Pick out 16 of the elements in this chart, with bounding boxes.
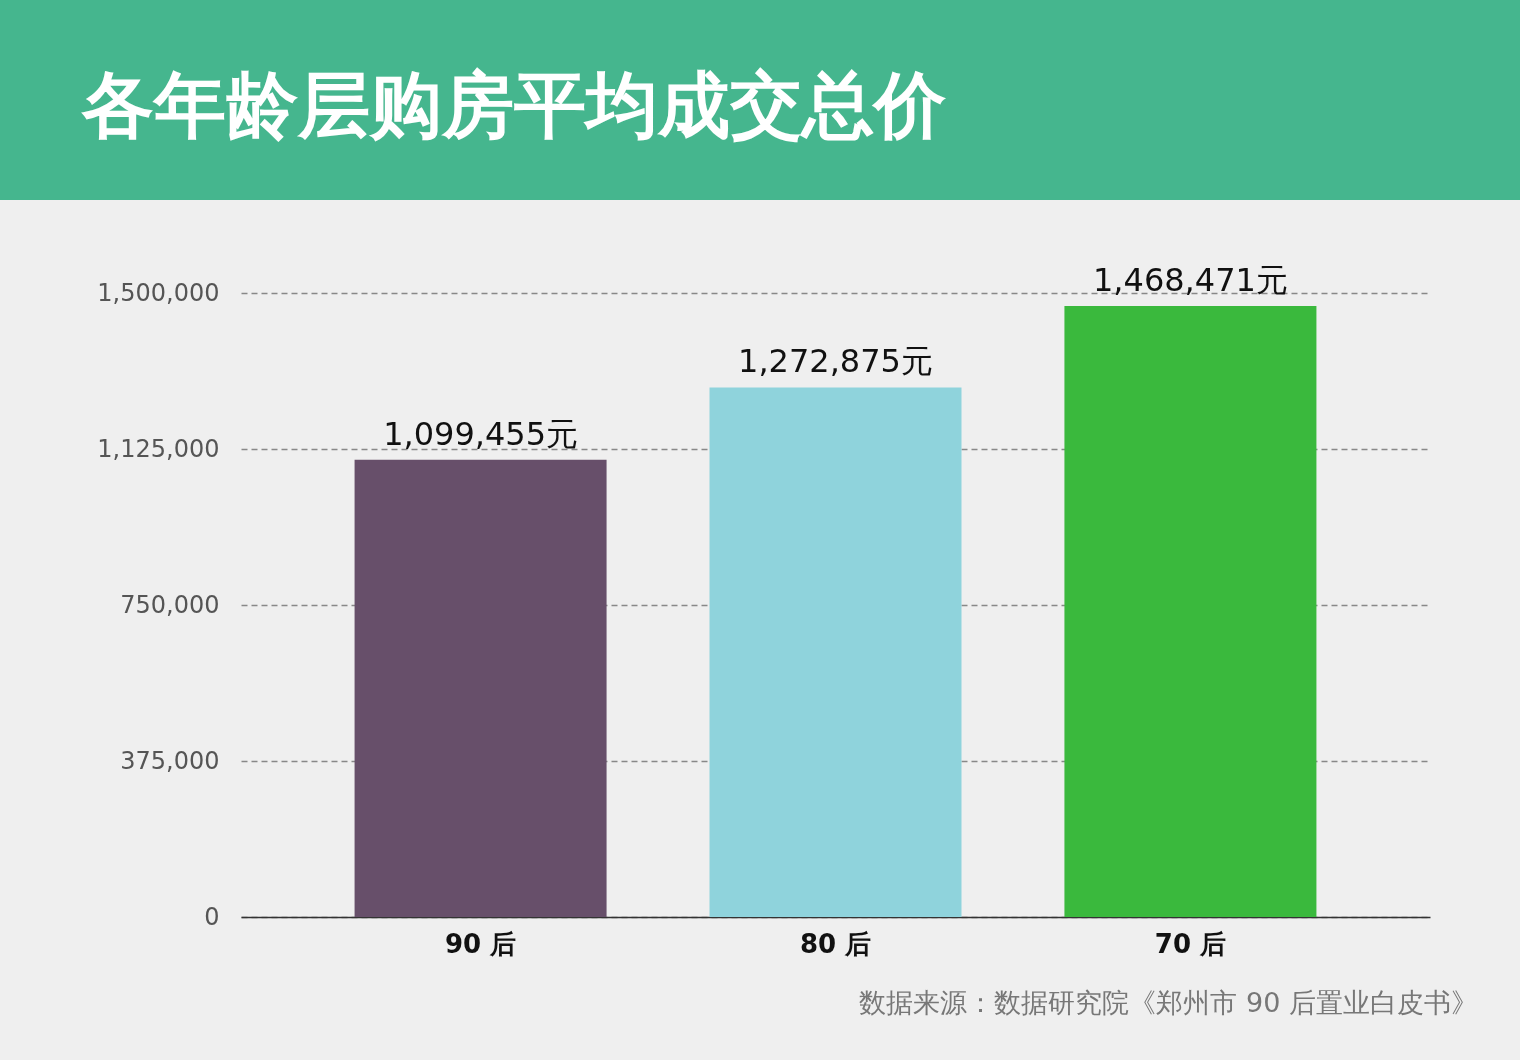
source-note: 数据来源：数据研究院《郑州市 90 后置业白皮书》 [859,986,1478,1020]
x-tick-label: 80 后 [799,928,872,959]
bar [1064,306,1317,917]
y-tick-label: 750,000 [120,590,220,619]
chart-title: 各年龄层购房平均成交总价 [82,62,946,149]
x-tick-label: 90 后 [444,928,517,959]
data-label: 1,099,455元 [383,414,578,453]
y-tick-label: 0 [204,902,220,931]
y-tick-label: 1,500,000 [97,278,220,307]
bar [709,387,962,917]
y-tick-label: 375,000 [120,746,220,775]
data-label: 1,272,875元 [738,342,933,381]
data-label: 1,468,471元 [1093,261,1288,300]
x-tick-label: 70 后 [1154,928,1227,959]
bar [354,459,607,917]
y-tick-label: 1,125,000 [97,434,220,463]
